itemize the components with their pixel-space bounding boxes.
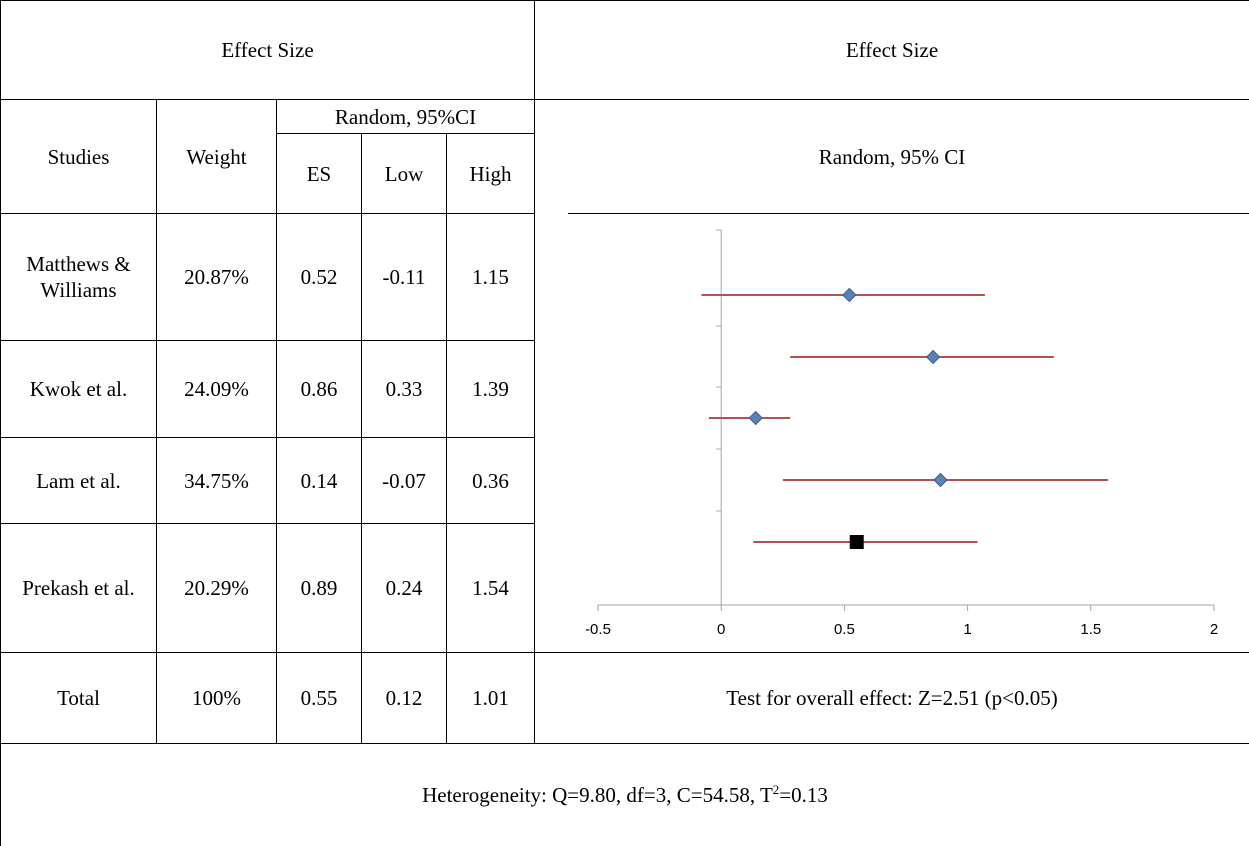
row-line-total [0, 743, 1249, 744]
column-divider-main [534, 0, 535, 743]
study-high: 1.54 [472, 576, 509, 600]
column-divider-weight [156, 99, 157, 743]
total-label: Total [57, 686, 100, 710]
study-low: 0.24 [385, 576, 423, 600]
study-weight: 20.87% [184, 265, 249, 289]
column-divider-es [276, 99, 277, 743]
study-low: -0.11 [382, 265, 426, 289]
overall-effect-test: Test for overall effect: Z=2.51 (p<0.05) [726, 686, 1058, 710]
study-effect-marker [748, 410, 763, 426]
x-tick-label: 2 [1210, 621, 1218, 638]
total-es: 0.55 [300, 686, 338, 710]
study-effect-marker [925, 349, 941, 365]
row-line-4 [0, 652, 1249, 653]
row-line-1 [0, 340, 534, 341]
study-name: Matthews & Williams [26, 252, 131, 302]
study-low: -0.07 [382, 468, 426, 493]
x-tick-label: -0.5 [585, 621, 611, 638]
plot-header: Random, 95% CI [818, 144, 966, 169]
column-divider-high [446, 133, 447, 743]
total-weight: 100% [192, 686, 241, 710]
study-low: 0.33 [385, 377, 423, 401]
study-es: 0.14 [300, 468, 338, 493]
study-name: Prekash et al. [22, 576, 135, 600]
study-name: Lam et al. [36, 468, 121, 493]
row-line-subheader [0, 213, 534, 214]
right-header: Effect Size [845, 38, 939, 62]
high-column-header: High [469, 161, 512, 186]
random-ci-header: Random, 95%CI [334, 104, 477, 129]
x-tick-label: 0 [717, 621, 725, 638]
row-line-plot-top [568, 213, 1249, 214]
row-line-3 [0, 523, 534, 524]
x-tick-label: 0.5 [834, 621, 855, 638]
study-high: 0.36 [472, 468, 509, 493]
weight-column-header: Weight [186, 144, 247, 169]
x-tick-label: 1 [963, 621, 971, 638]
study-high: 1.39 [472, 377, 509, 401]
study-name: Kwok et al. [29, 377, 128, 401]
heterogeneity-stats: Heterogeneity: Q=9.80, df=3, C=54.58, T2… [1, 744, 1249, 846]
left-header: Effect Size [221, 38, 314, 62]
table-border-left [0, 0, 1, 846]
study-es: 0.86 [300, 377, 338, 401]
total-high: 1.01 [472, 686, 509, 710]
studies-column-header: Studies [47, 144, 110, 169]
heterogeneity-text: Heterogeneity: Q=9.80, df=3, C=54.58, T2… [422, 782, 828, 807]
study-es: 0.89 [300, 576, 338, 600]
study-effect-marker [842, 287, 857, 303]
row-line-header [0, 99, 1249, 100]
study-weight: 20.29% [184, 576, 249, 600]
x-tick-label: 1.5 [1080, 621, 1101, 638]
total-low: 0.12 [385, 686, 423, 710]
total-effect-marker [849, 535, 864, 549]
forest-plot: -0.5 0 0.5 1 1.5 2 [585, 229, 1218, 638]
row-line-2 [0, 437, 534, 438]
low-column-header: Low [384, 161, 424, 186]
study-weight: 34.75% [184, 468, 249, 493]
row-line-random-header [276, 133, 534, 134]
column-divider-low [361, 133, 362, 743]
table-border-top [0, 0, 1249, 1]
study-effect-marker [933, 472, 948, 488]
study-weight: 24.09% [184, 377, 249, 401]
es-column-header: ES [306, 161, 332, 186]
study-high: 1.15 [472, 265, 509, 289]
study-es: 0.52 [300, 265, 338, 289]
